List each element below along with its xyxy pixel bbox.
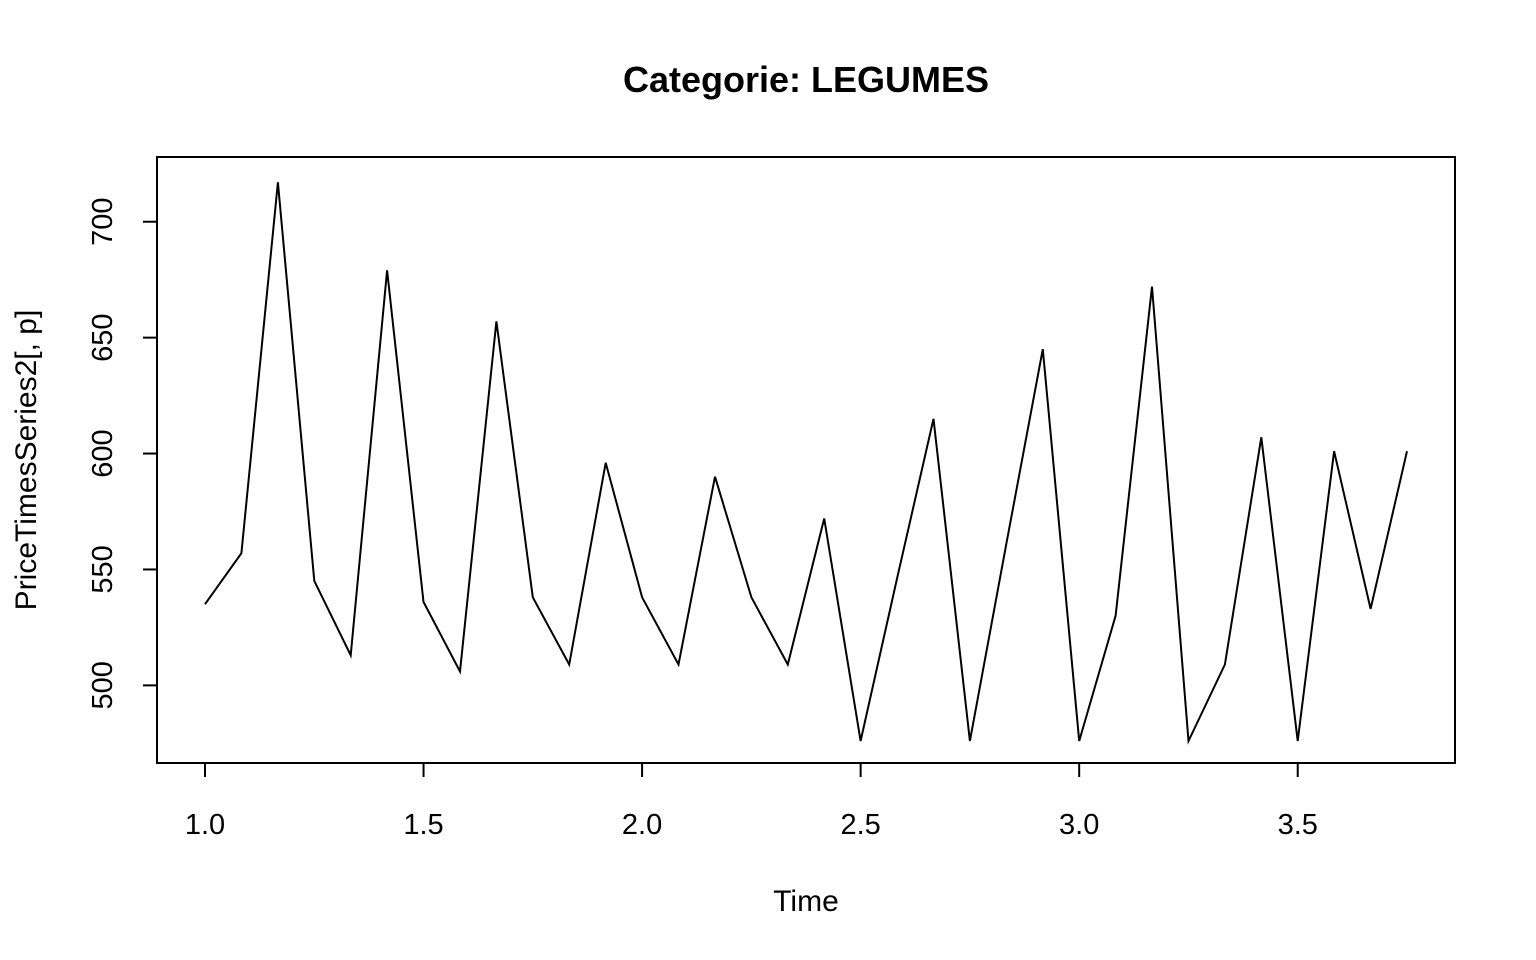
y-tick-label: 550 xyxy=(87,545,119,593)
y-tick-label: 500 xyxy=(87,661,119,709)
plot-frame xyxy=(156,156,1456,764)
x-tick-label: 3.0 xyxy=(1059,809,1099,841)
y-tick-label: 600 xyxy=(87,429,119,477)
x-axis-label: Time xyxy=(773,885,839,918)
x-tick-label: 3.5 xyxy=(1278,809,1318,841)
y-axis-label: PriceTimesSeries2[, p] xyxy=(10,310,43,611)
chart-title: Categorie: LEGUMES xyxy=(623,59,989,100)
y-tick-label: 700 xyxy=(87,198,119,246)
x-tick-label: 2.0 xyxy=(622,809,662,841)
x-tick-label: 1.5 xyxy=(403,809,443,841)
y-axis: 500 550 600 650 700 xyxy=(87,198,158,710)
x-axis: 1.0 1.5 2.0 2.5 3.0 3.5 xyxy=(185,762,1318,841)
series-line xyxy=(204,182,1408,745)
x-tick-label: 1.0 xyxy=(185,809,225,841)
x-tick-label: 2.5 xyxy=(840,809,880,841)
series-layer xyxy=(204,182,1408,745)
y-tick-label: 650 xyxy=(87,313,119,361)
